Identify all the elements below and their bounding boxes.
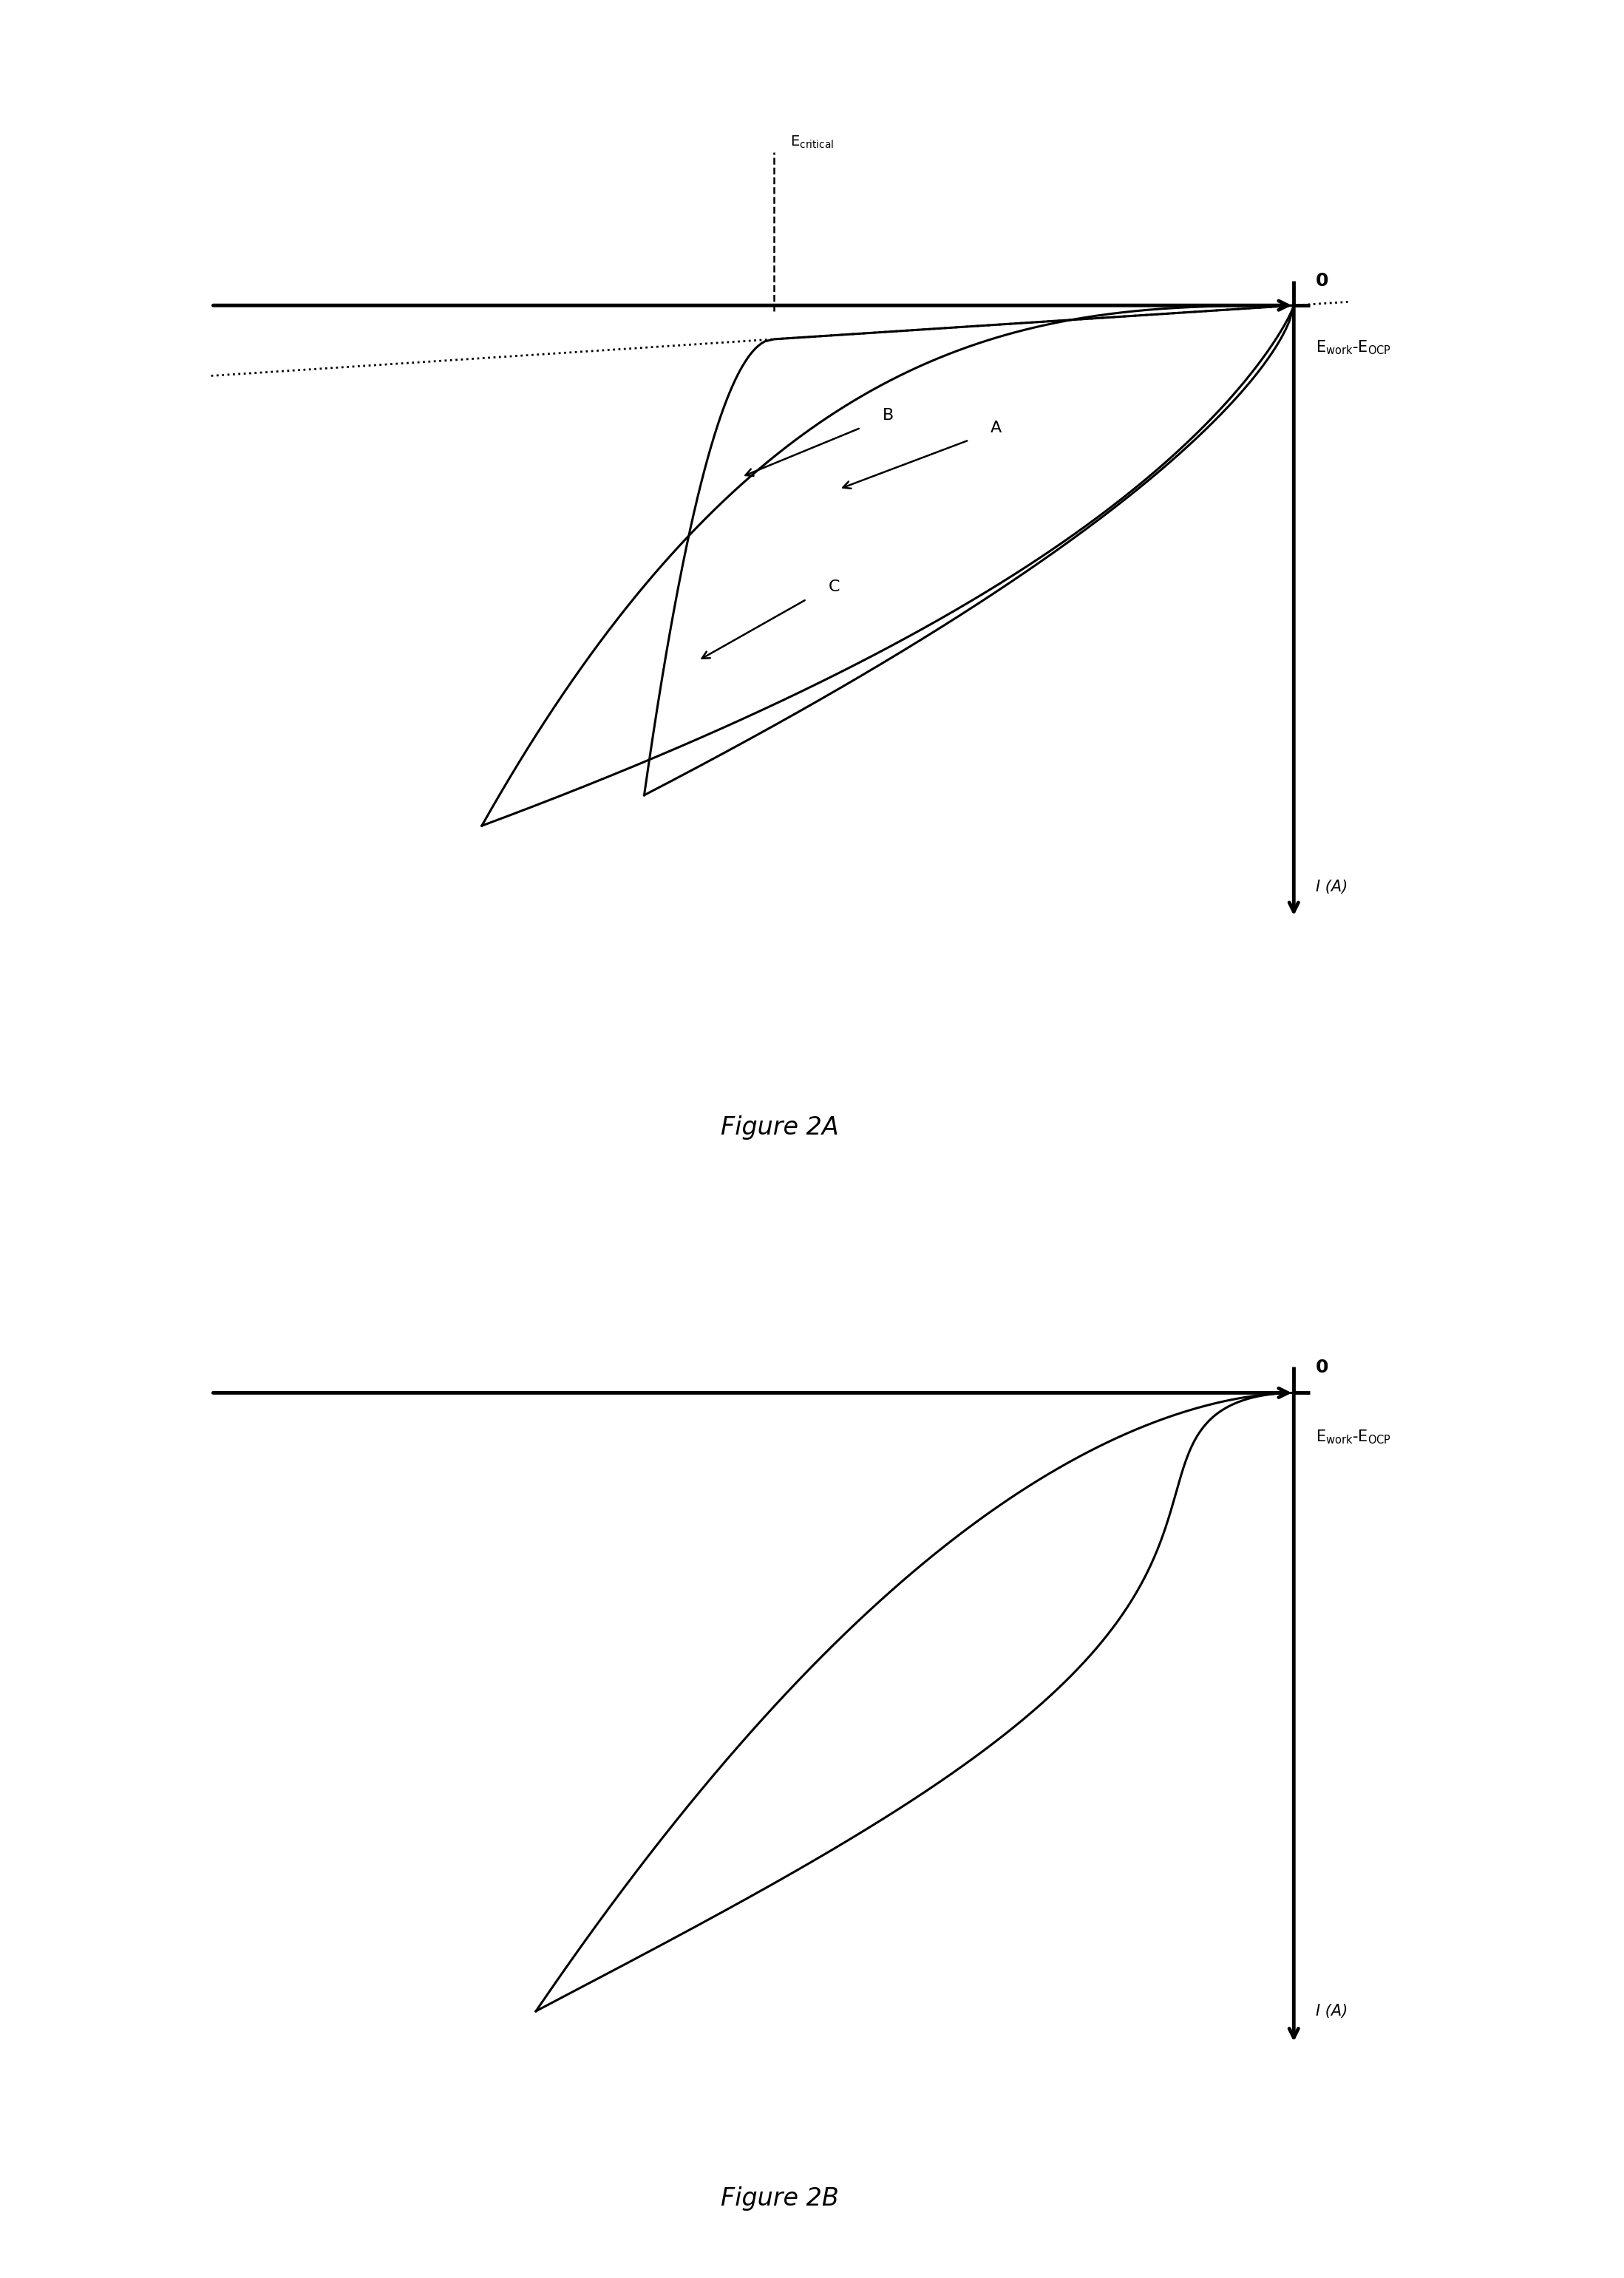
Text: 0: 0 xyxy=(1315,1358,1328,1376)
Text: $\mathregular{E_{work}}$-$\mathregular{E_{OCP}}$: $\mathregular{E_{work}}$-$\mathregular{E… xyxy=(1315,1428,1392,1447)
Text: A: A xyxy=(991,421,1002,435)
Text: Figure 2A: Figure 2A xyxy=(721,1116,838,1139)
Text: 0: 0 xyxy=(1315,273,1328,289)
Text: B: B xyxy=(882,408,893,424)
Text: C: C xyxy=(828,579,840,595)
Text: I (A): I (A) xyxy=(1315,2005,1348,2018)
Text: I (A): I (A) xyxy=(1315,879,1348,895)
Text: $\mathregular{E_{critical}}$: $\mathregular{E_{critical}}$ xyxy=(791,134,835,150)
Text: $\mathregular{E_{work}}$-$\mathregular{E_{OCP}}$: $\mathregular{E_{work}}$-$\mathregular{E… xyxy=(1315,339,1392,358)
Text: Figure 2B: Figure 2B xyxy=(721,2187,838,2210)
